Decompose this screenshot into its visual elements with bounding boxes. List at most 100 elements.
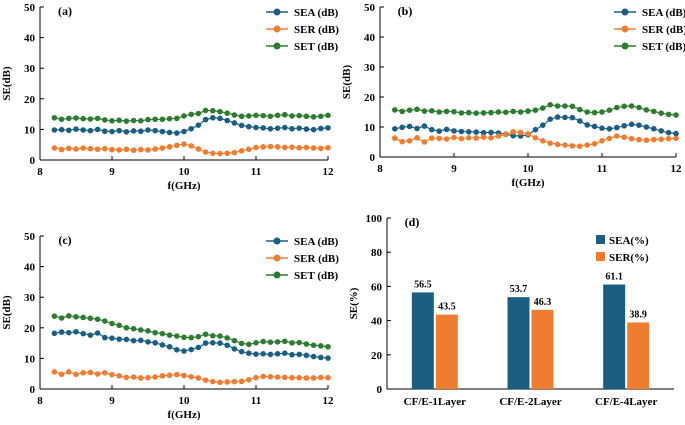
data-point-set <box>599 109 605 115</box>
y-tick-label: 20 <box>24 323 36 335</box>
data-point-sea <box>296 351 303 358</box>
data-point-set <box>274 112 281 119</box>
data-point-sea <box>174 130 180 136</box>
data-point-sea <box>466 129 472 135</box>
y-tick-label: 0 <box>377 384 383 396</box>
data-point-set <box>224 335 230 341</box>
data-point-set <box>591 109 598 116</box>
data-point-sea <box>123 336 130 343</box>
data-point-set <box>614 104 620 111</box>
data-point-set <box>66 115 72 122</box>
data-point-sea <box>673 130 679 137</box>
data-point-sea <box>282 350 288 356</box>
data-point-ser <box>503 131 509 138</box>
data-point-ser <box>554 141 561 148</box>
data-point-ser <box>282 144 288 151</box>
data-point-set <box>547 102 553 108</box>
data-point-sea <box>318 354 324 361</box>
data-point-set <box>451 108 457 115</box>
data-point-set <box>253 112 259 119</box>
y-tick-label: 30 <box>24 63 36 75</box>
data-point-ser <box>488 135 494 141</box>
legend-label: SEA (dB) <box>642 7 685 19</box>
data-point-set <box>325 343 331 350</box>
data-point-sea <box>310 126 317 133</box>
x-tick-label: 12 <box>323 395 335 407</box>
data-point-ser <box>145 147 151 153</box>
data-point-sea <box>73 328 79 335</box>
data-point-sea <box>451 128 457 134</box>
data-point-ser <box>130 147 137 154</box>
data-point-sea <box>188 346 194 353</box>
y-tick-label: 0 <box>370 152 376 164</box>
legend: SEA (dB) SER (dB) SET (dB) <box>614 7 685 53</box>
x-tick-label: 11 <box>251 166 261 178</box>
data-point-ser <box>318 145 324 152</box>
data-point-set <box>274 339 281 345</box>
legend-label: SET (dB) <box>294 270 338 282</box>
data-point-sea <box>274 125 281 131</box>
data-point-ser <box>310 375 317 381</box>
bar-sea <box>603 284 626 389</box>
x-tick-label: 10 <box>179 166 191 178</box>
data-point-sea <box>614 124 620 131</box>
data-point-ser <box>224 379 230 385</box>
data-point-ser <box>303 375 310 381</box>
data-point-set <box>414 106 420 113</box>
data-point-set <box>166 332 173 338</box>
data-point-set <box>87 116 94 122</box>
data-point-ser <box>532 135 539 141</box>
data-point-ser <box>80 145 86 151</box>
data-point-ser <box>80 369 86 376</box>
data-point-ser <box>599 138 605 144</box>
data-point-set <box>159 330 166 337</box>
x-tick-label: 9 <box>451 163 457 175</box>
data-point-set <box>231 112 238 118</box>
data-point-ser <box>310 145 317 151</box>
data-point-set <box>116 117 122 124</box>
data-point-ser <box>267 143 274 150</box>
data-point-ser <box>525 131 531 137</box>
data-point-ser <box>406 138 413 144</box>
data-point-ser <box>109 146 115 153</box>
data-point-ser <box>166 144 173 150</box>
data-point-ser <box>109 371 115 378</box>
data-point-set <box>94 316 101 323</box>
data-point-sea <box>554 114 561 120</box>
x-tick-label: 10 <box>523 163 535 175</box>
legend-label: SEA (dB) <box>294 236 339 248</box>
data-point-sea <box>246 123 252 130</box>
data-point-ser <box>577 143 583 149</box>
data-point-set <box>429 108 435 114</box>
data-point-sea <box>318 125 324 132</box>
y-axis-label: SE(dB) <box>1 66 13 101</box>
data-point-sea <box>260 125 267 131</box>
data-point-sea <box>303 352 310 359</box>
bar-ser <box>531 309 554 389</box>
data-point-ser <box>414 135 420 141</box>
data-point-set <box>238 340 245 347</box>
panel-label: (b) <box>398 4 413 18</box>
y-tick-label: 100 <box>366 213 383 225</box>
data-point-sea <box>621 123 627 129</box>
y-tick-label: 40 <box>364 32 376 44</box>
data-point-sea <box>80 127 86 133</box>
data-point-ser <box>451 134 457 141</box>
data-point-set <box>238 113 245 120</box>
data-point-sea <box>310 353 317 360</box>
data-point-set <box>443 108 450 115</box>
data-point-ser <box>421 139 428 145</box>
data-point-ser <box>289 144 295 150</box>
data-point-set <box>80 314 86 321</box>
y-tick-label: 0 <box>30 384 36 396</box>
data-point-ser <box>246 377 252 383</box>
panel-label: (a) <box>58 4 72 18</box>
data-point-ser <box>517 129 524 136</box>
data-point-set <box>166 115 173 122</box>
data-point-sea <box>628 121 635 128</box>
data-point-sea <box>569 114 576 121</box>
data-point-set <box>651 108 657 115</box>
y-tick-label: 50 <box>24 231 36 243</box>
data-point-set <box>303 341 310 347</box>
data-point-sea <box>109 335 115 342</box>
